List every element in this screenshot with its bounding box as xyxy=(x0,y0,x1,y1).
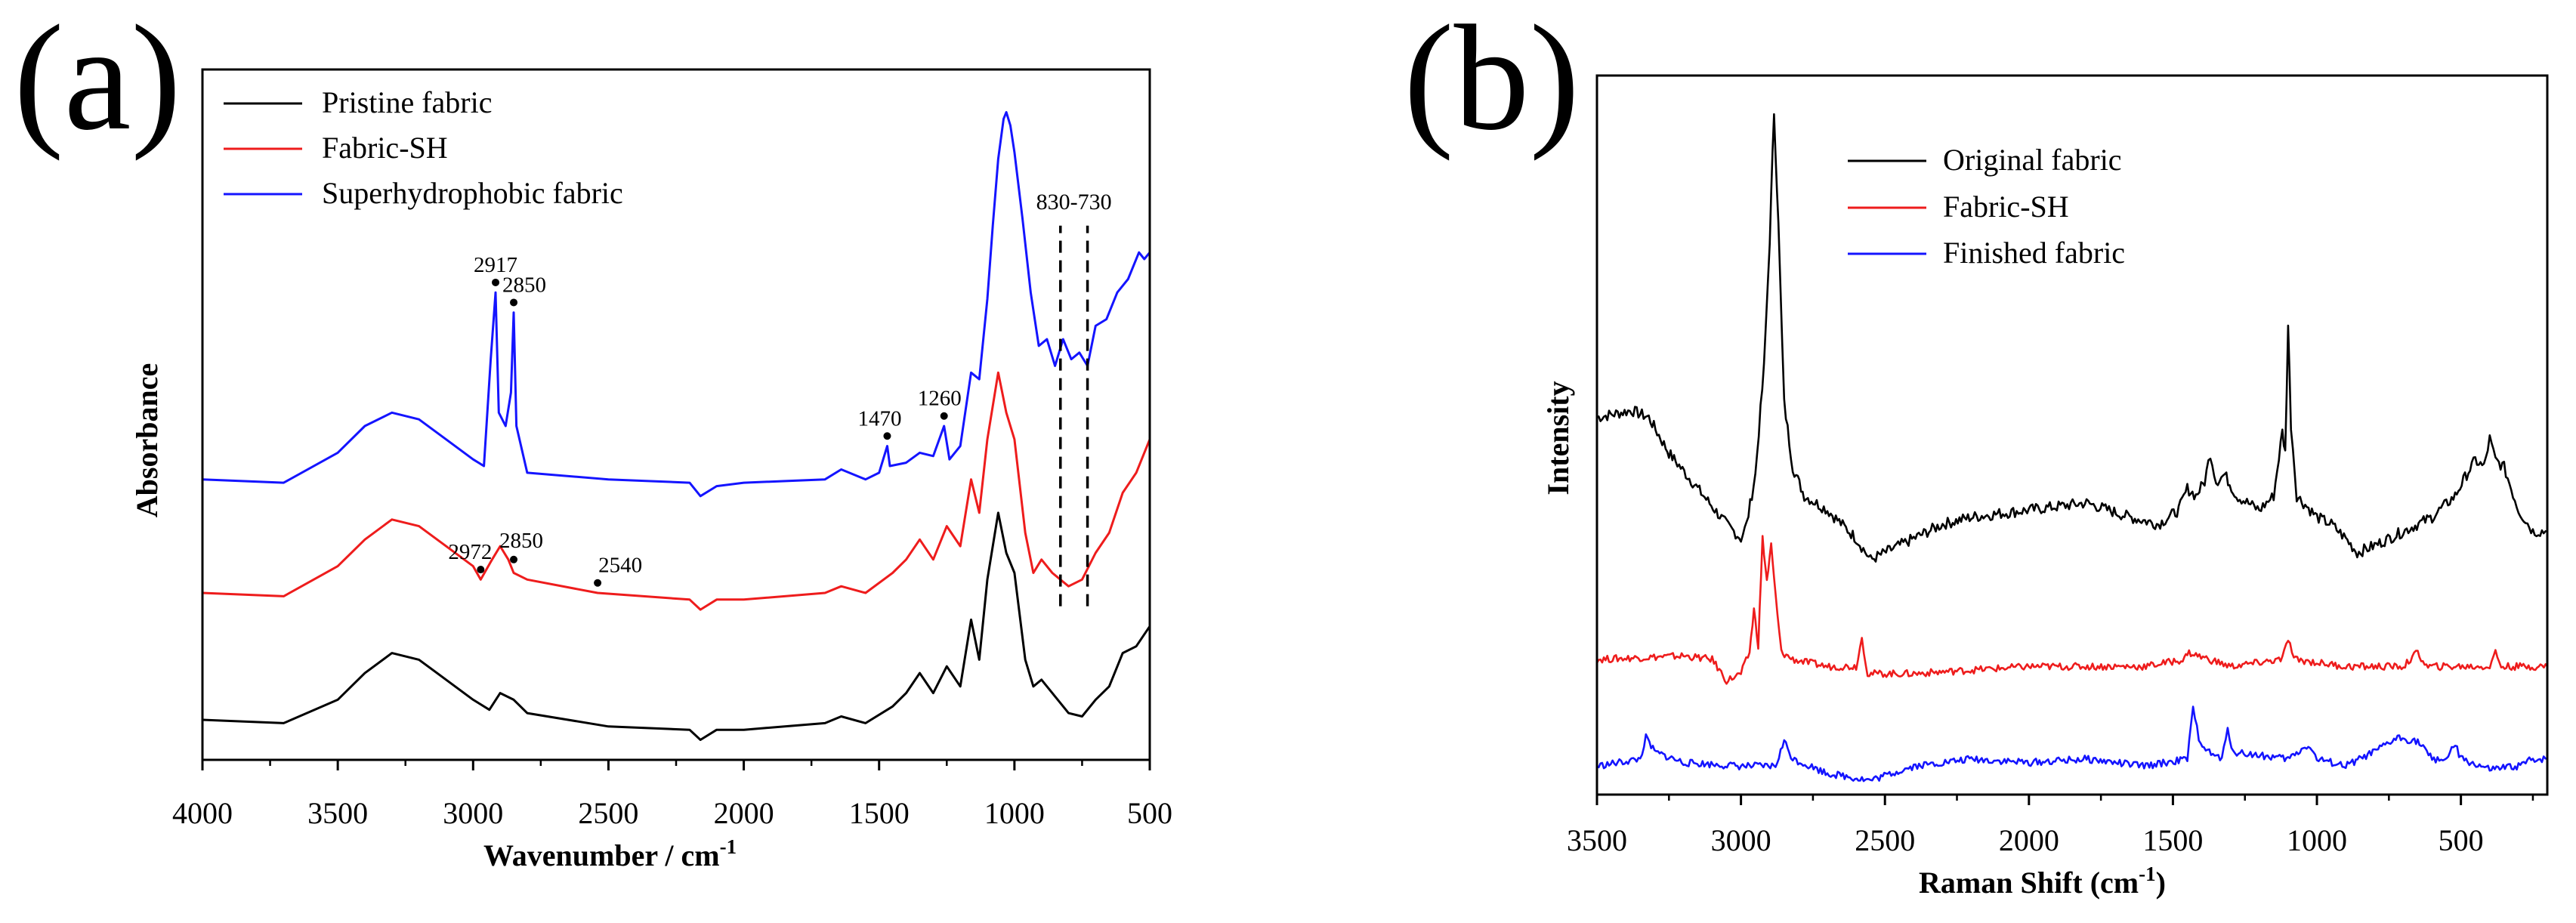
series-line-superhydrophobic xyxy=(202,111,1151,498)
annotation-label-2850: 2850 xyxy=(502,273,546,297)
annotation-label-1260: 1260 xyxy=(918,387,962,411)
annotation-label-2850: 2850 xyxy=(499,529,543,553)
panel-a-y-axis-label: Absorbance xyxy=(130,363,164,517)
panel-a-x-axis-label-text: Wavenumber / cm xyxy=(483,838,720,872)
panel-b-series-group xyxy=(1595,113,2549,783)
x-tick-label-2500: 2500 xyxy=(578,796,638,830)
range-label-830-730: 830-730 xyxy=(1036,190,1112,215)
x-tick-label-1000: 1000 xyxy=(984,796,1045,830)
legend-label-pristine: Pristine fabric xyxy=(322,85,493,119)
annotation-label-2917: 2917 xyxy=(474,253,517,277)
panel-b-y-axis-label: Intensity xyxy=(1541,381,1575,495)
panel-b-legend: Original fabric Fabric-SH Finished fabri… xyxy=(1848,143,2125,270)
annotation-dot-2850 xyxy=(510,555,518,563)
annotation-label-2540: 2540 xyxy=(598,554,642,578)
panel-a-x-axis-label: Wavenumber / cm-1 xyxy=(483,835,737,872)
panel-b-x-axis-label: Raman Shift (cm-1) xyxy=(1919,863,2166,900)
panel-b-x-ticks: 3500 3000 2500 2000 1500 1000 500 xyxy=(1567,795,2534,857)
panel-a-x-axis-label-sup: -1 xyxy=(720,835,737,858)
panel-b-label: (b) xyxy=(1404,0,1580,162)
panel-b-plot-area xyxy=(1595,113,2549,783)
annotation-dot-1260 xyxy=(940,412,948,420)
legend-label-fabric-sh-b: Fabric-SH xyxy=(1943,190,2069,224)
annotation-label-1470: 1470 xyxy=(857,406,901,431)
b-x-tick-label-1500: 1500 xyxy=(2142,823,2203,857)
b-x-tick-label-2500: 2500 xyxy=(1855,823,1915,857)
x-tick-label-3500: 3500 xyxy=(307,796,368,830)
x-tick-label-1500: 1500 xyxy=(849,796,910,830)
legend-label-finished: Finished fabric xyxy=(1943,236,2125,270)
series-line-fabric-sh xyxy=(202,371,1151,611)
annotation-dot-2972 xyxy=(477,566,485,574)
b-x-tick-label-3000: 3000 xyxy=(1711,823,1771,857)
x-tick-label-500: 500 xyxy=(1127,796,1172,830)
annotation-label-2972: 2972 xyxy=(448,540,492,564)
panel-a-legend: Pristine fabric Fabric-SH Superhydrophob… xyxy=(224,85,623,210)
x-tick-label-2000: 2000 xyxy=(714,796,774,830)
series-line-b-fabric-sh xyxy=(1595,535,2549,685)
x-tick-label-4000: 4000 xyxy=(172,796,233,830)
panel-a-series-group xyxy=(202,111,1151,741)
panel-b-x-axis-label-sup: -1 xyxy=(2139,863,2156,885)
series-line-b-original xyxy=(1596,113,2548,563)
panel-a-label: (a) xyxy=(14,0,181,162)
x-tick-label-3000: 3000 xyxy=(443,796,503,830)
annotation-dot-2850 xyxy=(510,298,518,307)
panel-b: (b) 3500 3000 2500 2000 1500 1000 500 Raman Sh… xyxy=(1404,0,2549,900)
panel-b-x-axis-label-text: Raman Shift (cm xyxy=(1919,866,2139,900)
b-x-tick-label-500: 500 xyxy=(2439,823,2484,857)
panel-b-x-axis-label-suffix: ) xyxy=(2156,866,2166,900)
b-x-tick-label-3500: 3500 xyxy=(1567,823,1627,857)
annotation-dot-1470 xyxy=(883,432,891,440)
legend-label-superhydrophobic: Superhydrophobic fabric xyxy=(322,176,623,210)
panel-b-axes-frame xyxy=(1595,74,2549,796)
panel-a-x-ticks: 4000 3500 3000 2500 2000 1500 1000 500 xyxy=(172,760,1172,830)
legend-label-original: Original fabric xyxy=(1943,143,2122,177)
b-x-tick-label-1000: 1000 xyxy=(2287,823,2347,857)
series-line-b-finished xyxy=(1596,705,2548,783)
b-x-tick-label-2000: 2000 xyxy=(1999,823,2059,857)
annotation-dot-2917 xyxy=(492,278,500,286)
series-line-pristine xyxy=(202,511,1151,741)
legend-label-fabric-sh: Fabric-SH xyxy=(322,131,448,165)
annotation-dot-2540 xyxy=(594,579,602,587)
panel-a-dashed-lines: 830-730 xyxy=(1036,190,1112,607)
